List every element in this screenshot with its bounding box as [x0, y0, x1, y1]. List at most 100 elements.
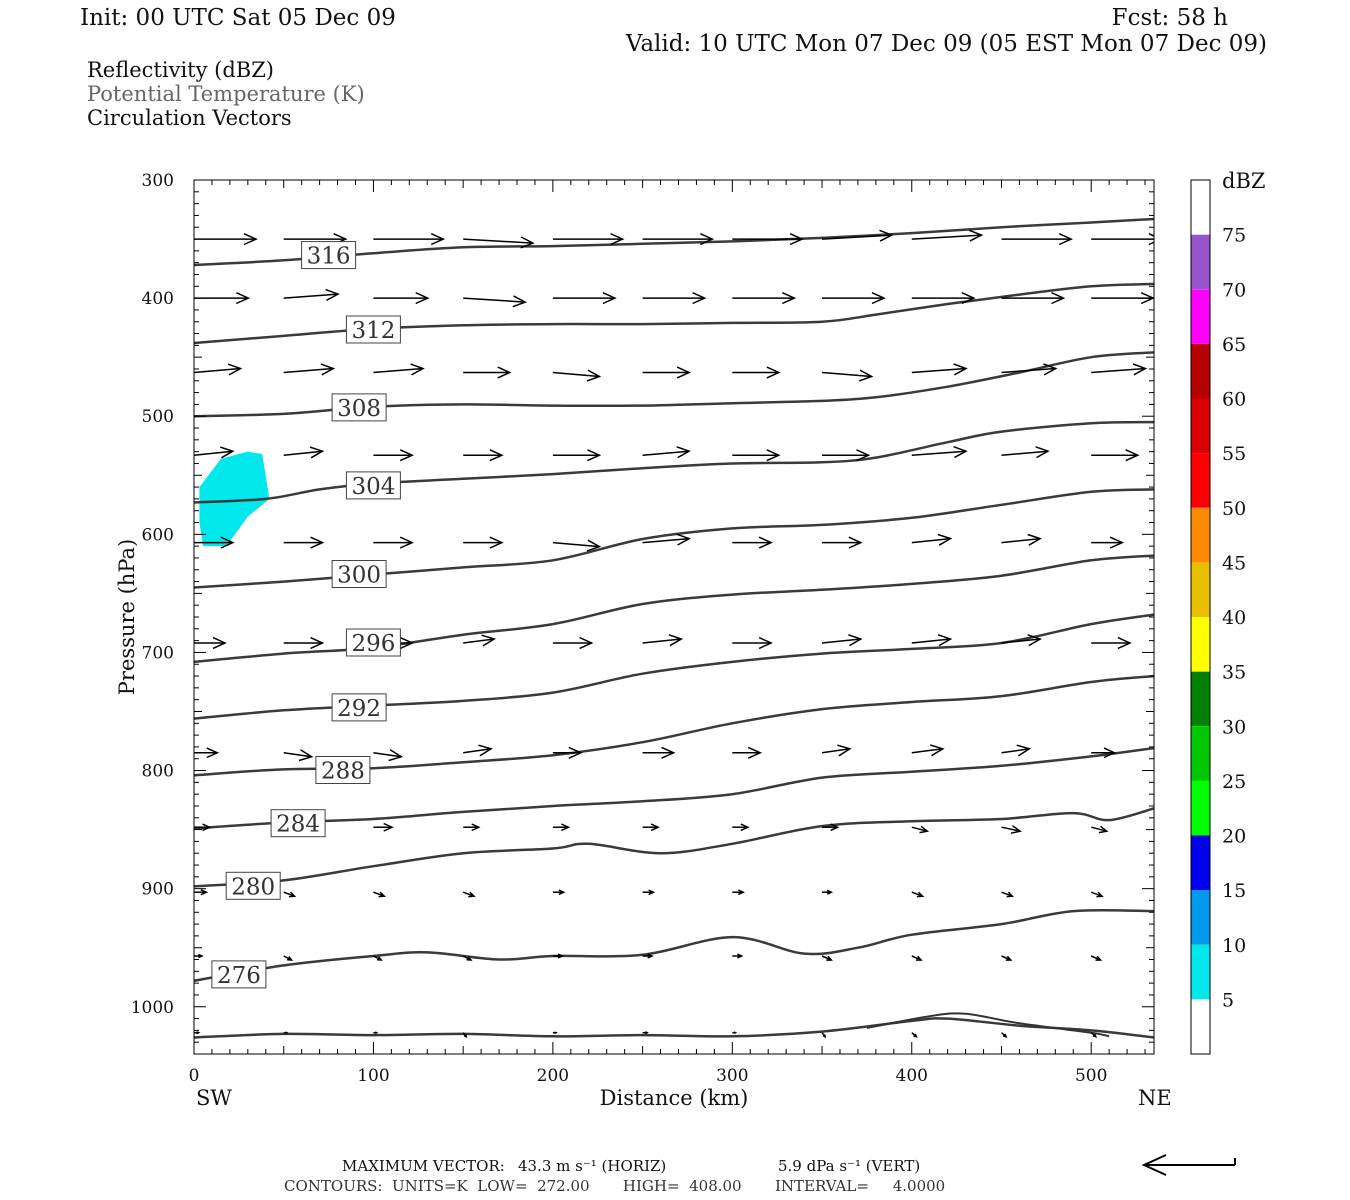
y-axis-label: Pressure (hPa): [115, 539, 139, 695]
vector-arrow: [821, 744, 852, 757]
vector-arrow: [194, 823, 212, 832]
colorbar-label: 45: [1222, 552, 1246, 574]
vector-arrow: [732, 823, 750, 832]
x-right-label: NE: [1138, 1086, 1172, 1110]
reflectivity-layer: [199, 451, 270, 547]
contour-284: [194, 746, 1154, 830]
vector-arrow: [642, 634, 684, 647]
vector-arrow: [373, 749, 404, 762]
colorbar-swatch: [1191, 289, 1210, 344]
contour-label-316: 316: [307, 244, 351, 270]
colorbar-swatch: [1191, 453, 1210, 508]
vector-arrow: [1001, 634, 1043, 647]
y-tick-label: 700: [142, 643, 174, 663]
vector-arrow: [373, 536, 415, 549]
theta-contour-labels: 316 312 308 304 300 296 292 288 284 280 276: [211, 241, 401, 989]
init-time: Init: 00 UTC Sat 05 Dec 09: [80, 5, 396, 31]
contour-label-box-288: [315, 756, 371, 784]
vector-arrow: [462, 891, 476, 898]
vector-arrow: [552, 889, 566, 896]
vector-arrow: [552, 953, 565, 959]
vector-arrow: [462, 1032, 468, 1039]
contour-label-box-308: [331, 393, 387, 422]
colorbar-swatch: [1191, 180, 1210, 235]
vector-arrow: [463, 744, 493, 757]
vector-arrow: [821, 369, 874, 382]
colorbar-label: 65: [1222, 334, 1246, 356]
x-tick-label: 100: [357, 1066, 389, 1086]
vector-arrow: [1001, 363, 1058, 376]
max-vector-vert: 5.9 dPa s⁻¹ (VERT): [778, 1157, 920, 1175]
colorbar-label: 40: [1222, 607, 1246, 629]
vector-arrow: [283, 536, 325, 549]
x-tick-label: 300: [716, 1066, 748, 1086]
vector-arrow: [732, 636, 773, 650]
contour-label-312: 312: [351, 318, 395, 344]
theta-contours: [194, 217, 1154, 1039]
vector-arrow: [283, 955, 294, 961]
vector-arrow: [463, 536, 504, 549]
vector-arrow: [911, 955, 923, 961]
vector-arrow: [1090, 1032, 1098, 1038]
contours-info: CONTOURS: UNITS=K LOW= 272.00 HIGH= 408.…: [284, 1177, 945, 1195]
contour-276: [194, 908, 1154, 983]
vector-arrow: [911, 445, 968, 459]
vector-arrow: [732, 366, 781, 379]
vector-arrow: [642, 746, 676, 759]
vector-arrow: [283, 446, 325, 459]
colorbar-swatch: [1191, 234, 1210, 290]
vector-arrow: [283, 636, 325, 650]
vector-arrow: [283, 891, 297, 898]
contour-label-box-284: [270, 809, 326, 838]
contour-label-308: 308: [337, 396, 381, 422]
contour-label-296: 296: [351, 631, 395, 657]
colorbar-label: 75: [1222, 225, 1246, 247]
vector-arrow: [1091, 825, 1109, 834]
vector-arrow: [822, 823, 840, 832]
field-reflectivity: Reflectivity (dBZ): [87, 58, 274, 82]
vector-arrow: [821, 634, 863, 647]
contour-label-box-304: [345, 471, 401, 500]
colorbar-swatch: [1191, 398, 1210, 454]
x-tick-label: 200: [537, 1066, 569, 1086]
vector-arrow: [373, 891, 387, 898]
vector-arrow: [1090, 891, 1104, 898]
y-tick-label: 1000: [131, 998, 174, 1018]
colorbar-title: dBZ: [1222, 169, 1265, 193]
contour-316: [194, 217, 1154, 267]
vector-arrow: [732, 449, 781, 462]
colorbar-label: 15: [1222, 880, 1246, 902]
contour-label-288: 288: [321, 759, 365, 785]
vector-arrow: [911, 744, 945, 757]
vector-arrow: [822, 449, 871, 462]
contour-label-box-312: [345, 315, 401, 344]
colorbar-label: 25: [1222, 771, 1246, 793]
axis-ticks: 0 100 200 300 400 500 300 400 500 600 700 800 900 100…: [131, 171, 1154, 1086]
vector-arrow: [552, 449, 602, 462]
vector-arrow: [194, 536, 235, 549]
vector-arrow: [283, 1031, 289, 1035]
vector-arrow: [1091, 363, 1148, 376]
colorbar-label: 10: [1222, 935, 1246, 957]
vector-arrow: [552, 539, 602, 552]
vector-arrow: [1001, 891, 1014, 898]
valid-time: Valid: 10 UTC Mon 07 Dec 09 (05 EST Mon …: [625, 31, 1267, 57]
vector-arrow: [283, 749, 314, 762]
contour-280: [194, 807, 1154, 888]
circulation-vectors: [194, 229, 1154, 1039]
colorbar: 5 10 15 20 25 30 35 40 45 50 55 60 65 70 75: [1190, 179, 1246, 1055]
vector-arrow: [283, 288, 340, 302]
vector-arrow: [552, 1031, 558, 1035]
colorbar-swatch: [1191, 944, 1210, 1000]
vector-arrow: [1091, 536, 1125, 549]
vector-arrow: [822, 292, 886, 305]
vector-arrow: [642, 889, 656, 896]
reference-vector-icon: [1141, 1154, 1236, 1176]
vector-arrow: [732, 1031, 738, 1035]
colorbar-swatch: [1191, 780, 1210, 836]
x-tick-label: 500: [1075, 1066, 1107, 1086]
ground-line: [866, 1012, 1110, 1038]
vector-arrow: [373, 1031, 379, 1035]
vector-arrow: [642, 233, 715, 246]
contour-label-276: 276: [217, 963, 261, 989]
